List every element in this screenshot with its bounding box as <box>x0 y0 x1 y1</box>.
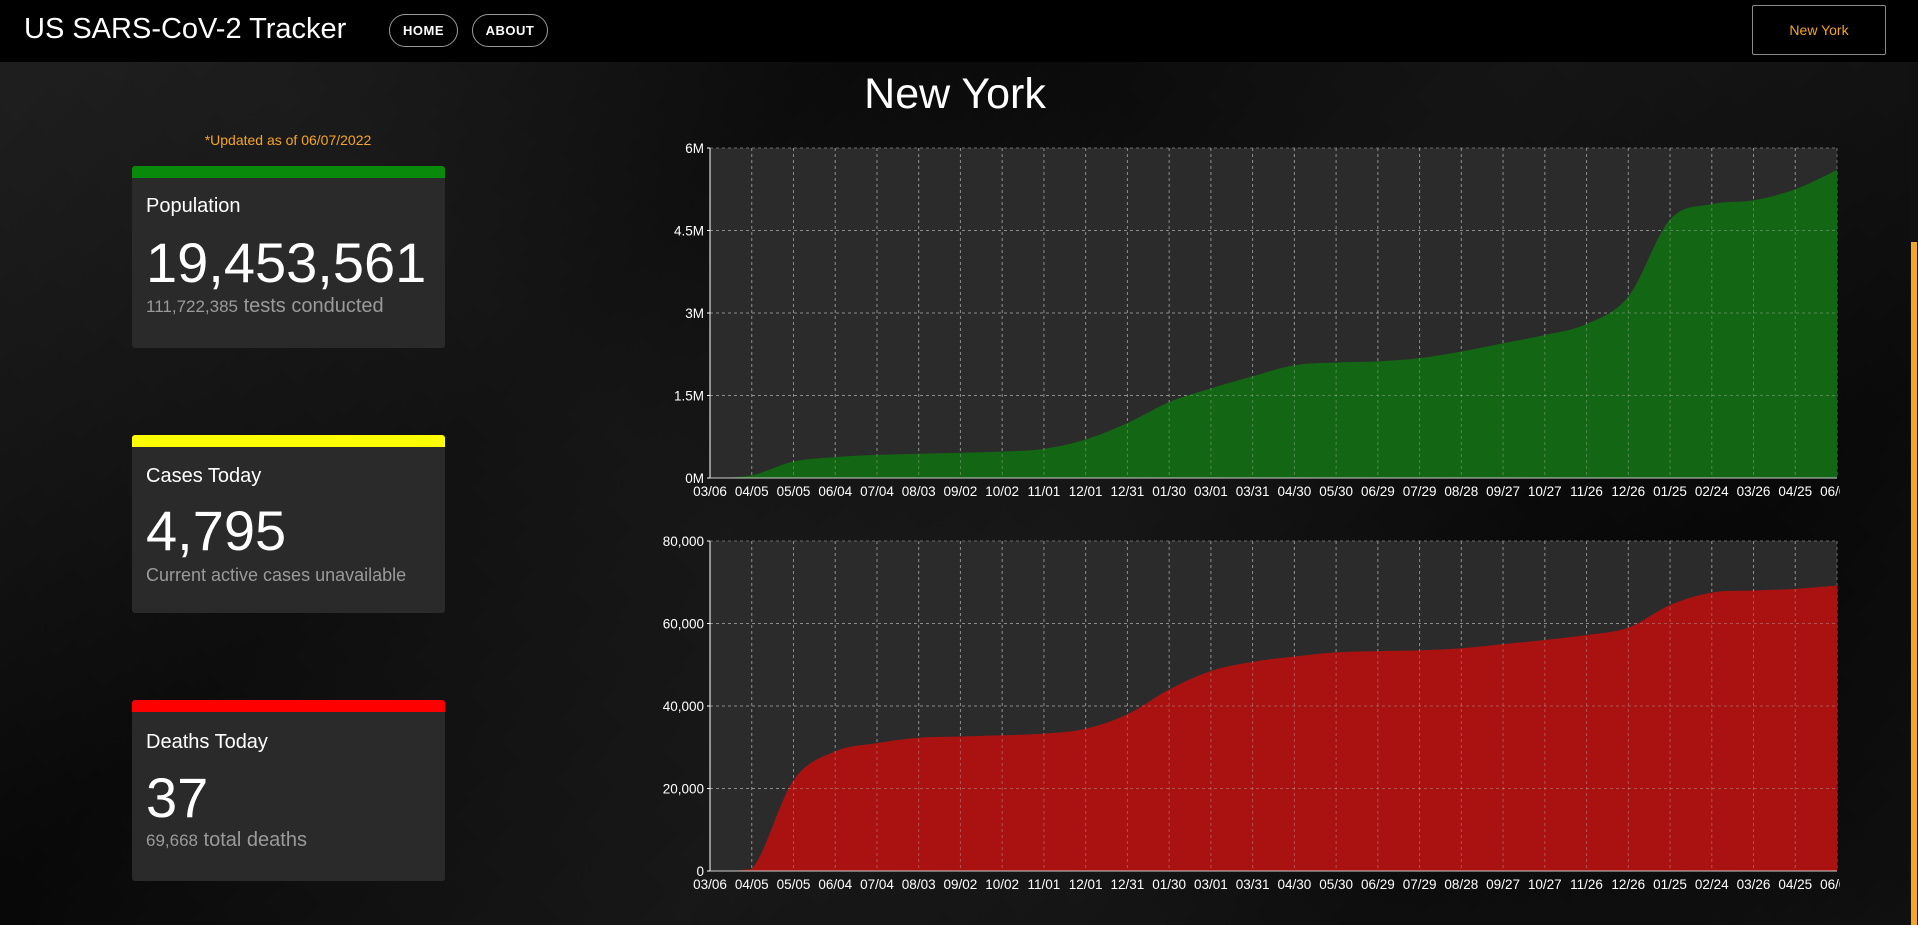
x-tick-label: 03/01 <box>1194 484 1228 499</box>
tests-count: 111,722,385 <box>146 297 238 316</box>
x-tick-label: 12/31 <box>1111 877 1145 892</box>
x-tick-label: 04/30 <box>1277 484 1311 499</box>
x-tick-label: 07/29 <box>1403 484 1437 499</box>
cases-card: Cases Today 4,795 Current active cases u… <box>132 435 445 613</box>
x-tick-label: 11/26 <box>1570 877 1603 892</box>
x-tick-label: 03/06 <box>693 484 727 499</box>
about-button[interactable]: ABOUT <box>472 14 548 47</box>
x-tick-label: 10/02 <box>985 484 1019 499</box>
x-tick-label: 09/02 <box>944 484 978 499</box>
x-tick-label: 06/29 <box>1361 877 1395 892</box>
state-select[interactable]: New York <box>1752 5 1886 55</box>
cases-value: 4,795 <box>146 498 286 563</box>
x-tick-label: 03/26 <box>1737 877 1771 892</box>
x-tick-label: 02/24 <box>1695 484 1729 499</box>
total-deaths-label: total deaths <box>198 829 307 851</box>
x-tick-label: 01/30 <box>1152 877 1186 892</box>
x-tick-label: 01/30 <box>1152 484 1186 499</box>
x-tick-label: 11/26 <box>1570 484 1603 499</box>
x-tick-label: 09/02 <box>944 877 978 892</box>
x-tick-label: 10/02 <box>985 877 1019 892</box>
y-tick-label: 80,000 <box>663 534 704 549</box>
population-card-bar <box>132 166 445 178</box>
brand-title[interactable]: US SARS-CoV-2 Tracker <box>24 13 346 46</box>
x-tick-label: 08/03 <box>902 484 936 499</box>
tests-conducted: 111,722,385 tests conducted <box>146 295 384 318</box>
active-cases-note: Current active cases unavailable <box>146 565 406 586</box>
x-tick-label: 11/01 <box>1028 484 1061 499</box>
tests-chart: 0M 1.5M 3M 4.5M 6M 03/06 04/05 05/05 06/04 07/04 0… <box>660 140 1840 510</box>
navbar: US SARS-CoV-2 Tracker HOME ABOUT New Yor… <box>0 0 1918 62</box>
x-tick-label: 12/01 <box>1069 877 1103 892</box>
scrollbar-thumb[interactable] <box>1911 242 1917 925</box>
x-tick-label: 09/27 <box>1486 877 1520 892</box>
y-tick-label: 20,000 <box>663 782 704 797</box>
y-tick-label: 40,000 <box>663 699 704 714</box>
home-button[interactable]: HOME <box>389 14 458 47</box>
x-tick-label: 05/30 <box>1319 877 1353 892</box>
x-tick-label: 06/07 <box>1820 877 1840 892</box>
population-card: Population 19,453,561 111,722,385 tests … <box>132 166 445 348</box>
x-tick-label: 08/28 <box>1444 877 1478 892</box>
population-label: Population <box>146 195 241 218</box>
y-tick-label: 60,000 <box>663 617 704 632</box>
x-tick-label: 04/25 <box>1778 877 1812 892</box>
y-tick-label: 6M <box>685 141 704 156</box>
x-tick-label: 01/25 <box>1653 877 1687 892</box>
x-tick-label: 06/04 <box>818 484 852 499</box>
x-tick-label: 12/31 <box>1111 484 1145 499</box>
x-tick-label: 03/26 <box>1737 484 1771 499</box>
x-tick-label: 07/04 <box>860 877 894 892</box>
x-tick-label: 12/01 <box>1069 484 1103 499</box>
x-tick-label: 12/26 <box>1611 484 1645 499</box>
x-tick-label: 03/01 <box>1194 877 1228 892</box>
total-deaths-count: 69,668 <box>146 831 198 850</box>
updated-date: *Updated as of 06/07/2022 <box>132 132 444 148</box>
x-tick-label: 02/24 <box>1695 877 1729 892</box>
cases-label: Cases Today <box>146 465 261 488</box>
x-tick-label: 08/03 <box>902 877 936 892</box>
population-value: 19,453,561 <box>146 230 426 295</box>
x-tick-label: 08/28 <box>1444 484 1478 499</box>
y-tick-label: 1.5M <box>674 389 704 404</box>
x-tick-label: 11/01 <box>1028 877 1061 892</box>
x-tick-label: 12/26 <box>1611 877 1645 892</box>
x-tick-label: 04/25 <box>1778 484 1812 499</box>
x-tick-label: 09/27 <box>1486 484 1520 499</box>
total-deaths: 69,668 total deaths <box>146 829 307 852</box>
deaths-value: 37 <box>146 765 208 830</box>
deaths-label: Deaths Today <box>146 731 268 754</box>
x-tick-label: 07/29 <box>1403 877 1437 892</box>
x-tick-label: 04/30 <box>1277 877 1311 892</box>
deaths-chart: 0 20,000 40,000 60,000 80,000 03/06 04/05 05/05… <box>660 533 1840 903</box>
x-tick-label: 04/05 <box>735 877 769 892</box>
y-tick-label: 4.5M <box>674 224 704 239</box>
page-title: New York <box>740 70 1170 119</box>
x-tick-label: 06/07 <box>1820 484 1840 499</box>
x-tick-label: 10/27 <box>1528 484 1562 499</box>
x-tick-label: 10/27 <box>1528 877 1562 892</box>
tests-label: tests conducted <box>238 295 384 317</box>
x-tick-label: 05/30 <box>1319 484 1353 499</box>
x-tick-label: 06/29 <box>1361 484 1395 499</box>
x-tick-label: 07/04 <box>860 484 894 499</box>
y-tick-label: 3M <box>685 306 704 321</box>
x-tick-label: 03/31 <box>1236 484 1270 499</box>
x-tick-label: 05/05 <box>777 877 811 892</box>
deaths-card-bar <box>132 700 445 712</box>
x-tick-label: 01/25 <box>1653 484 1687 499</box>
cases-card-bar <box>132 435 445 447</box>
x-tick-label: 04/05 <box>735 484 769 499</box>
x-tick-label: 06/04 <box>818 877 852 892</box>
deaths-card: Deaths Today 37 69,668 total deaths <box>132 700 445 881</box>
x-tick-label: 03/06 <box>693 877 727 892</box>
x-tick-label: 03/31 <box>1236 877 1270 892</box>
x-tick-label: 05/05 <box>777 484 811 499</box>
